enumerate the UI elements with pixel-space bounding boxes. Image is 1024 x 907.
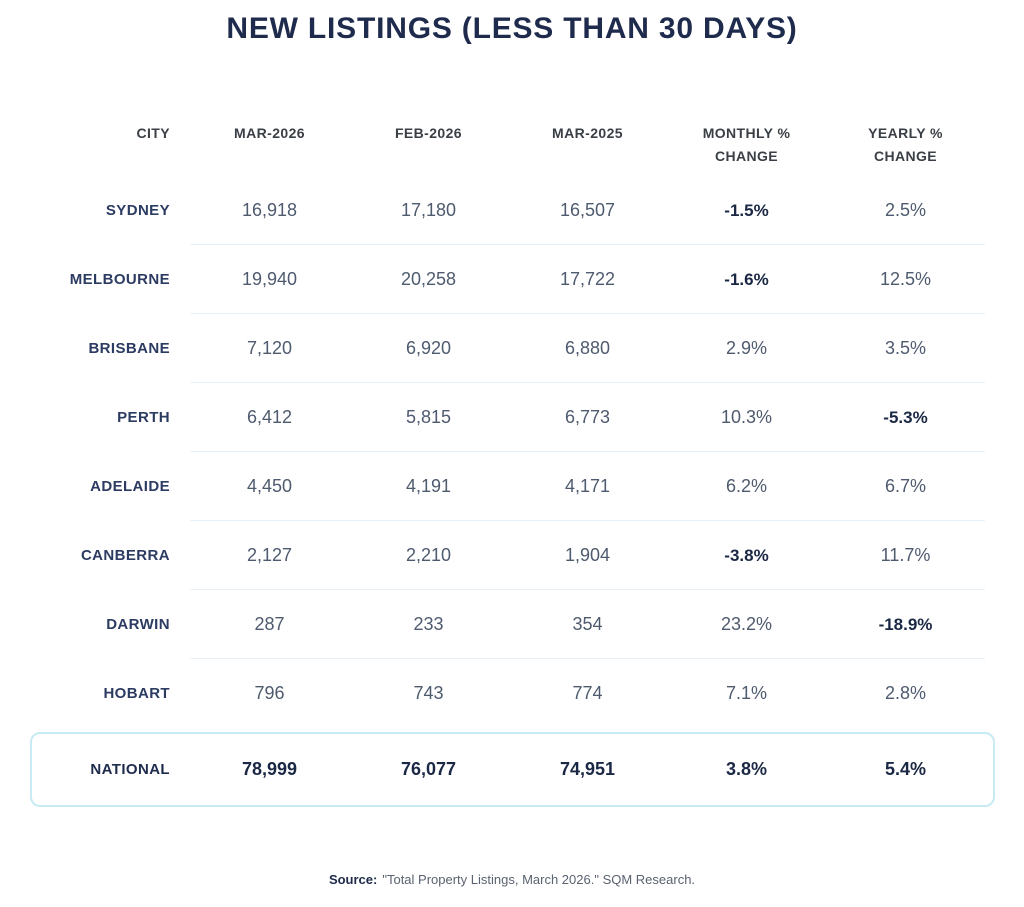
value-cell: 5,815 (405, 407, 452, 427)
city-label: CANBERRA (80, 547, 170, 564)
value-cell: 354 (572, 614, 603, 634)
national-total-box: NATIONAL 78,999 76,077 74,951 3.8% 5.4% (30, 732, 995, 807)
value-cell: 233 (413, 614, 444, 634)
source-line: Source: "Total Property Listings, March 2… (0, 872, 1024, 887)
value-cell: -3.8% (724, 545, 769, 565)
header-mar-2025: MAR-2025 (552, 125, 623, 141)
value-cell: 3.8% (725, 759, 768, 779)
value-cell: 774 (572, 683, 603, 703)
value-cell: 17,180 (400, 200, 457, 220)
header-monthly-change: MONTHLY % CHANGE (702, 125, 791, 164)
city-label: ADELAIDE (90, 478, 170, 495)
table-row: HOBART 796 743 774 7.1% 2.8% (40, 659, 985, 728)
header-yearly-change: YEARLY % CHANGE (868, 125, 943, 164)
value-cell: 6,412 (246, 407, 293, 427)
city-label: BRISBANE (88, 340, 170, 357)
header-mar-2026: MAR-2026 (234, 125, 305, 141)
value-cell: 7,120 (246, 338, 293, 358)
city-label: HOBART (103, 685, 170, 702)
listings-table: CITY MAR-2026 FEB-2026 MAR-2025 MONTHLY … (30, 122, 995, 807)
value-cell: 796 (254, 683, 285, 703)
table-row: PERTH 6,412 5,815 6,773 10.3% -5.3% (40, 383, 985, 452)
value-cell: -5.3% (883, 407, 928, 427)
value-cell: 6.2% (725, 476, 768, 496)
value-cell: 12.5% (879, 269, 932, 289)
value-cell: 6,880 (564, 338, 611, 358)
value-cell: 16,507 (559, 200, 616, 220)
value-cell: 6,920 (405, 338, 452, 358)
table-header-row: CITY MAR-2026 FEB-2026 MAR-2025 MONTHLY … (40, 122, 985, 176)
value-cell: 6.7% (884, 476, 927, 496)
value-cell: 1,904 (564, 545, 611, 565)
value-cell: 287 (254, 614, 285, 634)
value-cell: 10.3% (720, 407, 773, 427)
value-cell: 23.2% (720, 614, 773, 634)
value-cell: 17,722 (559, 269, 616, 289)
table-row: DARWIN 287 233 354 23.2% -18.9% (40, 590, 985, 659)
value-cell: 2.8% (884, 683, 927, 703)
table-row: CANBERRA 2,127 2,210 1,904 -3.8% 11.7% (40, 521, 985, 590)
city-label: PERTH (117, 409, 170, 426)
national-row: NATIONAL 78,999 76,077 74,951 3.8% 5.4% (32, 759, 993, 780)
value-cell: -1.6% (724, 269, 769, 289)
source-label: Source: (328, 872, 378, 887)
value-cell: 4,450 (246, 476, 293, 496)
value-cell: -1.5% (724, 200, 769, 220)
city-label: DARWIN (106, 616, 170, 633)
table-row: BRISBANE 7,120 6,920 6,880 2.9% 3.5% (40, 314, 985, 383)
value-cell: 76,077 (400, 759, 457, 779)
table-row: SYDNEY 16,918 17,180 16,507 -1.5% 2.5% (40, 176, 985, 245)
value-cell: 7.1% (725, 683, 768, 703)
table-row: MELBOURNE 19,940 20,258 17,722 -1.6% 12.5% (40, 245, 985, 314)
value-cell: 2.9% (725, 338, 768, 358)
value-cell: 5.4% (884, 759, 927, 779)
header-feb-2026: FEB-2026 (394, 125, 462, 141)
city-label: MELBOURNE (69, 271, 170, 288)
value-cell: 2,210 (405, 545, 452, 565)
city-label: NATIONAL (90, 761, 170, 778)
city-label: SYDNEY (105, 202, 170, 219)
table-row: ADELAIDE 4,450 4,191 4,171 6.2% 6.7% (40, 452, 985, 521)
page-title: NEW LISTINGS (LESS THAN 30 DAYS) (226, 12, 798, 45)
value-cell: 19,940 (241, 269, 298, 289)
value-cell: 2,127 (246, 545, 293, 565)
value-cell: 743 (413, 683, 444, 703)
header-city: CITY (136, 125, 170, 141)
value-cell: 3.5% (884, 338, 927, 358)
value-cell: 74,951 (559, 759, 616, 779)
value-cell: 4,191 (405, 476, 452, 496)
value-cell: 16,918 (241, 200, 298, 220)
source-text: "Total Property Listings, March 2026." S… (382, 872, 696, 887)
value-cell: 11.7% (880, 545, 931, 565)
value-cell: 78,999 (241, 759, 298, 779)
value-cell: 2.5% (884, 200, 927, 220)
value-cell: 4,171 (564, 476, 611, 496)
value-cell: -18.9% (878, 614, 933, 634)
value-cell: 20,258 (400, 269, 457, 289)
table-rows: SYDNEY 16,918 17,180 16,507 -1.5% 2.5% MELBOUR… (40, 176, 985, 728)
value-cell: 6,773 (564, 407, 611, 427)
